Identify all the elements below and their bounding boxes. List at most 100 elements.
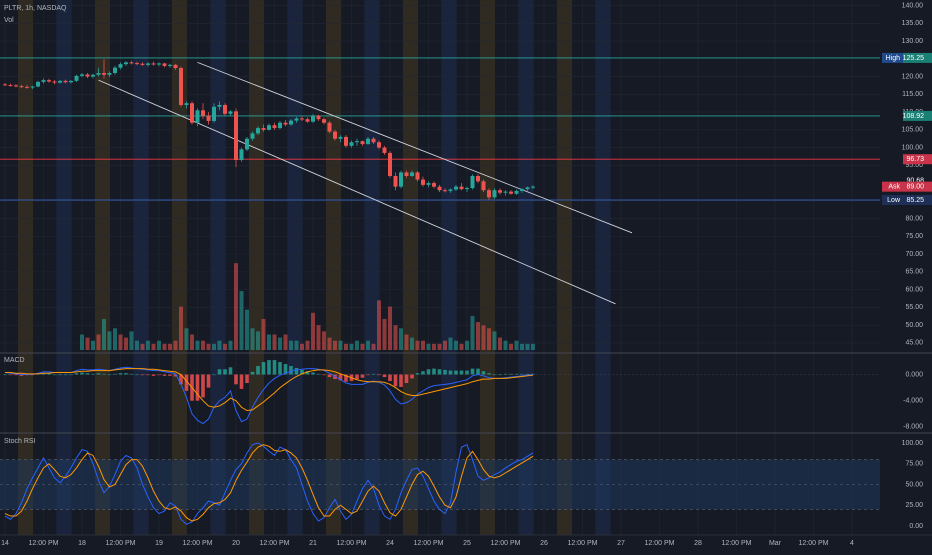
time-axis-label: 12:00 PM [799, 540, 829, 547]
price-tick-label: 60.00 [905, 286, 923, 293]
volume-bar [102, 319, 106, 350]
candle-body [179, 68, 183, 105]
macd-histogram-bar [206, 374, 211, 388]
macd-histogram-bar [3, 374, 7, 376]
macd-histogram-bar [360, 374, 365, 378]
volume-bar [140, 343, 145, 350]
candle-body [85, 74, 90, 77]
macd-histogram-bar [146, 374, 150, 376]
price-tick-label: 115.00 [902, 91, 923, 98]
macd-histogram-bar [234, 374, 238, 385]
session-band [133, 0, 149, 535]
candle-body [355, 141, 359, 143]
price-level-label: 108.92 [903, 113, 925, 120]
macd-histogram-bar [63, 374, 68, 376]
macd-histogram-bar [377, 374, 381, 376]
candle-body [96, 73, 101, 75]
session-band [595, 0, 611, 535]
volume-bar [382, 319, 387, 350]
volume-bar [124, 337, 128, 350]
volume-bar [212, 343, 216, 350]
price-tick-label: 70.00 [905, 251, 923, 258]
candle-body [124, 62, 128, 65]
symbol-label: PLTR, 1h, NASDAQ [4, 5, 67, 12]
session-band [172, 0, 187, 535]
macd-histogram-bar [52, 374, 57, 376]
volume-bar [96, 334, 101, 350]
candle-body [69, 80, 73, 83]
time-axis-label: Mar [769, 540, 782, 547]
volume-bar [404, 334, 409, 350]
volume-bar [234, 263, 238, 350]
candle-body [30, 86, 35, 88]
macd-histogram-bar [448, 370, 453, 375]
macd-histogram-bar [371, 373, 376, 375]
macd-histogram-bar [503, 373, 508, 375]
candle-body [63, 80, 68, 83]
macd-histogram-bar [162, 374, 167, 376]
volume-bar [470, 315, 475, 350]
volume-bar [239, 291, 244, 350]
time-axis-label: 12:00 PM [491, 540, 521, 547]
candle-body [377, 142, 381, 148]
trend-line [98, 79, 616, 305]
macd-histogram-bar [305, 371, 310, 375]
candle-body [382, 147, 387, 153]
candle-body [151, 63, 156, 65]
time-axis-label: 12:00 PM [183, 540, 213, 547]
macd-histogram-bar [267, 360, 271, 375]
macd-histogram-bar [19, 374, 24, 376]
price-level-label: 125.25 [903, 55, 925, 62]
volume-bar [426, 343, 431, 350]
candle-body [41, 80, 46, 82]
time-axis-background [0, 535, 932, 550]
session-band [403, 0, 418, 535]
volume-bar [492, 331, 497, 350]
macd-histogram-bar [454, 370, 458, 375]
candle-body [426, 183, 431, 185]
macd-histogram-bar [465, 370, 469, 375]
price-level-name: Low [887, 197, 901, 204]
volume-bar [503, 340, 508, 350]
candle-body [113, 67, 117, 74]
volume-bar [228, 340, 233, 350]
volume-bar [162, 343, 167, 350]
macd-tick-label: 0.000 [905, 371, 923, 378]
candle-body [278, 122, 282, 129]
candle-body [344, 136, 348, 146]
macd-histogram-bar [492, 374, 497, 376]
volume-bar [278, 337, 282, 350]
stoch-k-line [4, 442, 534, 525]
volume-bar [223, 343, 227, 350]
price-tick-label: 65.00 [905, 269, 923, 276]
candle-body [107, 73, 112, 75]
macd-histogram-bar [366, 374, 370, 376]
candle-body [338, 136, 343, 139]
volume-bar [338, 340, 343, 350]
volume-bar [316, 325, 321, 350]
volume-bar [250, 328, 255, 350]
candle-body [404, 172, 409, 176]
candle-body [393, 176, 398, 187]
time-axis-label: 12:00 PM [722, 540, 752, 547]
volume-bar [377, 300, 381, 350]
candle-body [421, 179, 425, 185]
candle-body [311, 115, 315, 122]
candle-body [14, 85, 18, 87]
candle-body [459, 186, 464, 190]
macd-histogram-bar [443, 369, 447, 375]
candle-body [217, 104, 222, 107]
macd-histogram-bar [118, 373, 123, 375]
stoch-tick-label: 75.00 [905, 461, 923, 468]
volume-bar [157, 340, 161, 350]
volume-bar [195, 340, 200, 350]
macd-histogram-bar [272, 360, 277, 375]
macd-histogram-bar [140, 374, 145, 376]
macd-histogram-bar [69, 374, 73, 376]
macd-histogram-bar [212, 374, 216, 376]
candle-body [509, 191, 513, 194]
candle-body [410, 172, 414, 176]
candle-body [223, 104, 227, 114]
price-level-tag [882, 194, 903, 205]
